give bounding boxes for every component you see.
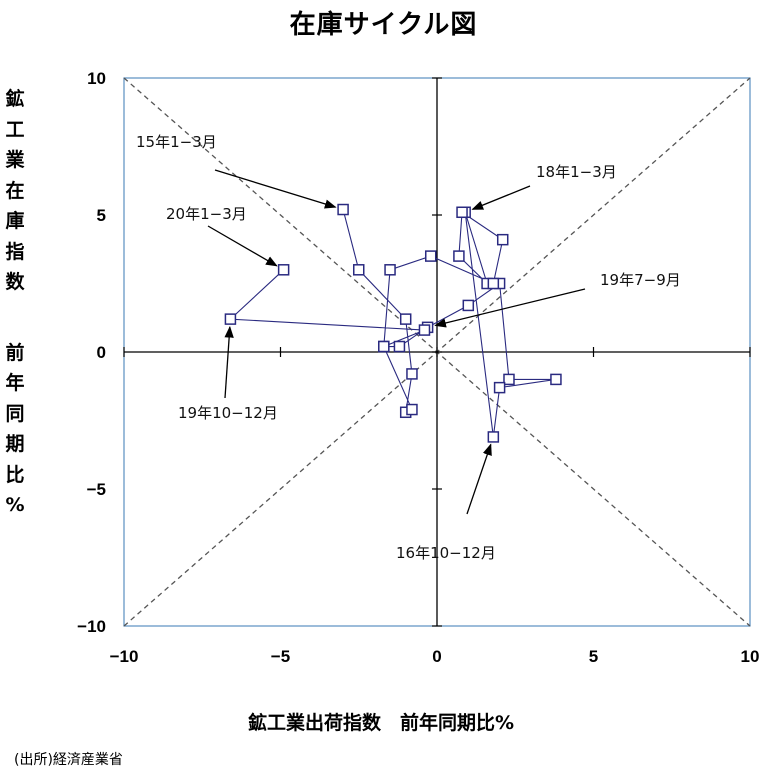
data-point: [384, 264, 396, 276]
y-axis-label-char: 庫: [5, 210, 25, 232]
data-point: [337, 203, 349, 216]
y-axis-label-char: 同: [5, 402, 25, 425]
y-axis-label-char: 工: [5, 118, 25, 141]
y-axis-label-char: 数: [5, 271, 25, 293]
data-point: [487, 431, 500, 443]
source-note: (出所)経済産業省: [14, 752, 123, 768]
annotation-label: 16年10−12月: [396, 544, 496, 562]
data-point: [399, 313, 412, 325]
x-tick-label: 10: [741, 647, 760, 666]
data-point: [353, 264, 365, 276]
y-axis-label-char: 期: [5, 433, 25, 455]
annotation-arrow: [434, 288, 586, 328]
data-point: [393, 340, 406, 353]
y-axis-label-line-1: 鉱工業在庫指数: [0, 84, 30, 298]
x-axis-label: 鉱工業出荷指数 前年同期比%: [248, 712, 515, 734]
data-point: [453, 250, 465, 262]
annotation-label: 19年7−9月: [600, 271, 681, 289]
y-tick-label: −10: [77, 617, 106, 636]
x-tick-label: 5: [589, 647, 598, 666]
annotation-arrow: [207, 225, 278, 267]
y-axis-label-line-2: 前年同期比%: [0, 338, 30, 521]
y-axis-label: 鉱工業在庫指数 前年同期比%: [0, 84, 30, 521]
annotation-label: 19年10−12月: [178, 404, 278, 422]
annotation-arrow: [466, 443, 492, 515]
y-axis-label-char: 鉱: [5, 88, 25, 110]
data-point: [487, 277, 500, 290]
annotation-label: 20年1−3月: [166, 205, 247, 223]
x-tick-label: −5: [271, 647, 290, 666]
x-tick-label: 0: [432, 647, 441, 666]
annotation-arrow: [471, 185, 531, 210]
y-axis-label-char: %: [5, 494, 25, 516]
data-point: [462, 299, 475, 312]
data-point: [424, 250, 437, 262]
data-point: [378, 340, 390, 353]
data-point: [456, 206, 468, 219]
data-point: [406, 368, 418, 380]
data-point: [496, 233, 509, 246]
y-tick-label: 10: [87, 69, 106, 88]
y-tick-label: 0: [97, 343, 106, 362]
y-axis-label-char: 比: [5, 463, 25, 486]
y-axis-label-char: 指: [5, 240, 25, 263]
y-axis-label-char: 前: [5, 341, 25, 364]
x-tick-label: −10: [110, 647, 139, 666]
annotation-arrow: [214, 169, 337, 209]
annotation-label: 15年1−3月: [136, 133, 217, 151]
data-point: [224, 313, 237, 325]
y-tick-label: −5: [87, 480, 106, 499]
y-axis-label-char: 業: [5, 149, 25, 171]
data-point: [418, 324, 431, 336]
annotation-arrow: [224, 325, 234, 399]
y-tick-label: 5: [97, 206, 106, 225]
annotation-label: 18年1−3月: [536, 163, 617, 181]
data-point: [493, 381, 506, 394]
data-point: [503, 373, 515, 386]
data-point: [277, 264, 290, 276]
y-axis-label-char: 在: [5, 179, 25, 202]
data-point: [550, 373, 562, 386]
y-axis-label-char: 年: [5, 372, 25, 394]
chart-title: 在庫サイクル図: [289, 10, 478, 40]
data-point: [406, 403, 418, 416]
